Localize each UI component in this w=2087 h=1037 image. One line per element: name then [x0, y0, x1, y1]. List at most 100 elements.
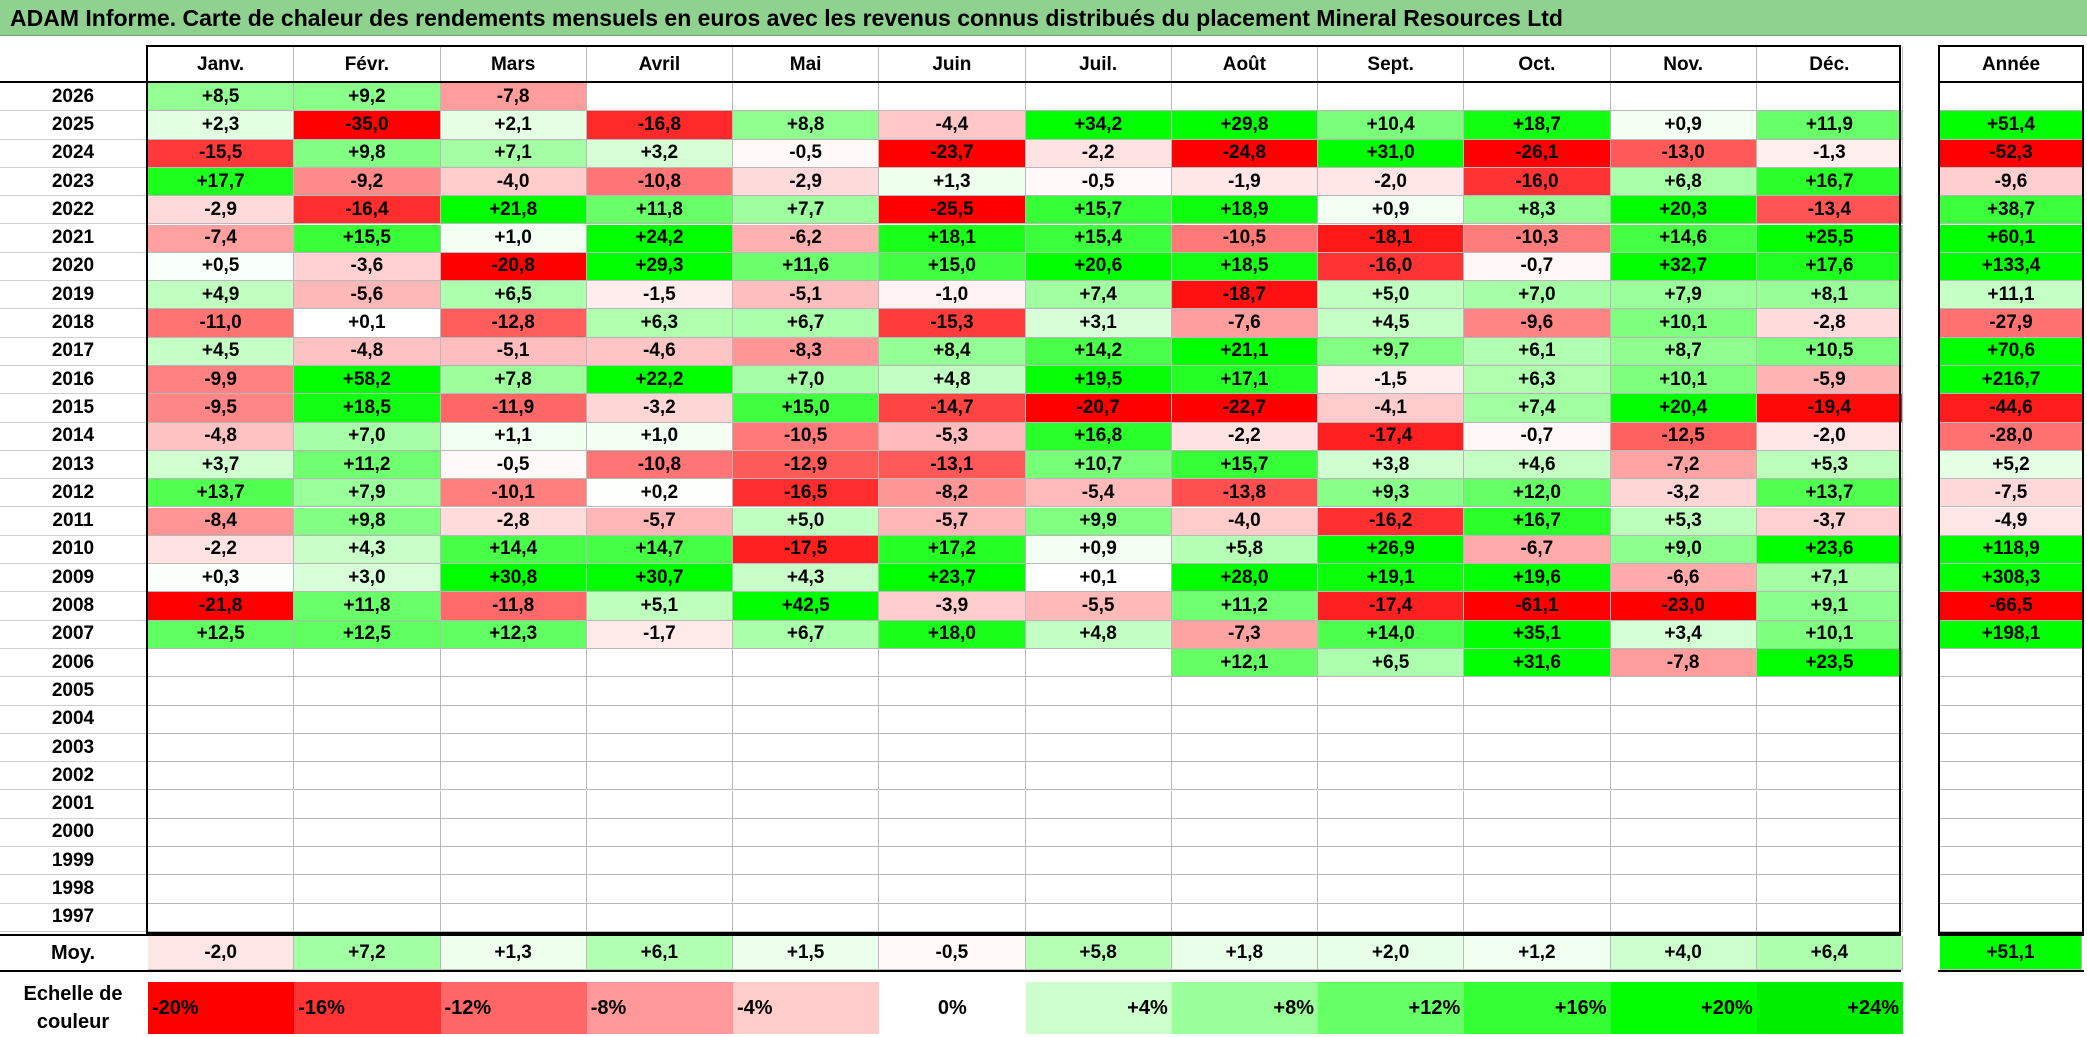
heatmap-cell: +0,9	[1025, 535, 1172, 565]
heatmap-cell: -0,5	[1025, 167, 1172, 197]
heatmap-cell: -35,0	[294, 111, 441, 140]
heatmap-cell: +42,5	[733, 592, 880, 621]
heatmap-cell	[586, 847, 733, 876]
heatmap-cell: +16,8	[1025, 422, 1172, 451]
heatmap-cell	[879, 818, 1026, 848]
heatmap-cell: +16,7	[1464, 507, 1611, 536]
year-label: 2002	[0, 762, 146, 791]
average-divider	[1938, 970, 2084, 972]
heatmap-cell: -7,6	[1171, 309, 1318, 338]
year-label: 2021	[0, 225, 146, 253]
month-header: Sept.	[1318, 47, 1465, 83]
heatmap-cell: +18,7	[1464, 111, 1611, 140]
heatmap-cell: +17,7	[148, 167, 295, 197]
heatmap-cell: -16,8	[586, 111, 733, 140]
heatmap-cell: -9,5	[148, 394, 295, 423]
annual-cell: -66,5	[1940, 592, 2082, 621]
heatmap-cell: -17,4	[1318, 592, 1465, 621]
heatmap-cell: +30,7	[586, 564, 733, 593]
annual-cell: +70,6	[1940, 337, 2082, 366]
heatmap-cell: +3,4	[1610, 620, 1757, 649]
heatmap-cell	[1756, 762, 1903, 791]
heatmap-cell	[294, 705, 441, 734]
heatmap-cell	[1318, 677, 1465, 706]
heatmap-cell: +3,1	[1025, 309, 1172, 338]
heatmap-cell: +21,1	[1171, 337, 1318, 366]
heatmap-cell	[1025, 677, 1172, 706]
year-label: 2012	[0, 479, 146, 508]
heatmap-cell	[733, 705, 880, 734]
heatmap-cell: -16,2	[1318, 507, 1465, 536]
annual-cell	[1940, 733, 2082, 763]
heatmap-cell: +16,7	[1756, 167, 1903, 197]
heatmap-cell	[440, 875, 587, 904]
heatmap-cell	[879, 875, 1026, 904]
heatmap-cell: +5,3	[1610, 507, 1757, 536]
heatmap-cell	[1171, 847, 1318, 876]
month-header: Juin	[879, 47, 1026, 83]
heatmap-cell	[440, 649, 587, 678]
heatmap-cell	[1610, 847, 1757, 876]
heatmap-cell: -19,4	[1756, 394, 1903, 423]
heatmap-cell: -2,0	[1318, 167, 1465, 197]
heatmap-cell	[1171, 677, 1318, 706]
heatmap-cell: +6,7	[733, 620, 880, 649]
year-label: 2008	[0, 592, 146, 621]
heatmap-cell: +18,5	[1171, 252, 1318, 282]
heatmap-cell: +31,6	[1464, 649, 1611, 678]
heatmap-cell: -5,7	[586, 507, 733, 536]
average-cell: +1,2	[1464, 936, 1611, 970]
heatmap-cell: -4,6	[586, 337, 733, 366]
heatmap-cell: +4,8	[879, 366, 1026, 395]
heatmap-cell: +29,8	[1171, 111, 1318, 140]
year-label: 2022	[0, 196, 146, 225]
heatmap-cell: +5,0	[1318, 281, 1465, 310]
heatmap-cell: +11,6	[733, 252, 880, 282]
heatmap-cell	[1025, 818, 1172, 848]
annual-cell: +60,1	[1940, 224, 2082, 253]
average-cell: +4,0	[1610, 936, 1757, 970]
heatmap-cell: +7,8	[440, 366, 587, 395]
heatmap-cell: +26,9	[1318, 535, 1465, 565]
heatmap-cell: -5,9	[1756, 366, 1903, 395]
heatmap-cell	[148, 733, 295, 763]
heatmap-cell: -2,0	[1756, 422, 1903, 451]
heatmap-cell	[879, 903, 1026, 932]
heatmap-cell	[440, 762, 587, 791]
heatmap-cell: +23,7	[879, 564, 1026, 593]
heatmap-cell: -16,0	[1318, 252, 1465, 282]
heatmap-cell	[1756, 705, 1903, 734]
heatmap-cell: +9,7	[1318, 337, 1465, 366]
heatmap-cell: +3,8	[1318, 450, 1465, 480]
heatmap-cell	[148, 762, 295, 791]
heatmap-cell: +22,2	[586, 366, 733, 395]
heatmap-cell	[586, 875, 733, 904]
heatmap-cell: -16,5	[733, 479, 880, 508]
heatmap-cell	[1464, 677, 1611, 706]
heatmap-cell	[879, 847, 1026, 876]
year-label: 2001	[0, 791, 146, 819]
heatmap-cell: -16,4	[294, 196, 441, 225]
annual-cell: +51,4	[1940, 111, 2082, 140]
scale-swatch: +24%	[1756, 982, 1903, 1034]
heatmap-cell	[148, 818, 295, 848]
heatmap-cell: -13,8	[1171, 479, 1318, 508]
heatmap-cell	[1025, 733, 1172, 763]
average-divider	[0, 970, 1901, 972]
heatmap-cell: -18,1	[1318, 224, 1465, 253]
heatmap-cell	[1318, 790, 1465, 819]
heatmap-cell	[1756, 818, 1903, 848]
heatmap-cell: -9,9	[148, 366, 295, 395]
chart-title: ADAM Informe. Carte de chaleur des rende…	[10, 5, 1563, 31]
month-header: Nov.	[1610, 47, 1757, 83]
annual-cell: -7,5	[1940, 479, 2082, 508]
heatmap-cell: +0,5	[148, 252, 295, 282]
heatmap-cell: +14,6	[1610, 224, 1757, 253]
heatmap-cell: +6,1	[1464, 337, 1611, 366]
average-annual-cell: +51,1	[1940, 936, 2082, 970]
heatmap-cell: +25,5	[1756, 224, 1903, 253]
annual-cell	[1940, 762, 2082, 791]
heatmap-cell	[294, 762, 441, 791]
heatmap-cell: +9,3	[1318, 479, 1465, 508]
heatmap-cell	[1171, 733, 1318, 763]
